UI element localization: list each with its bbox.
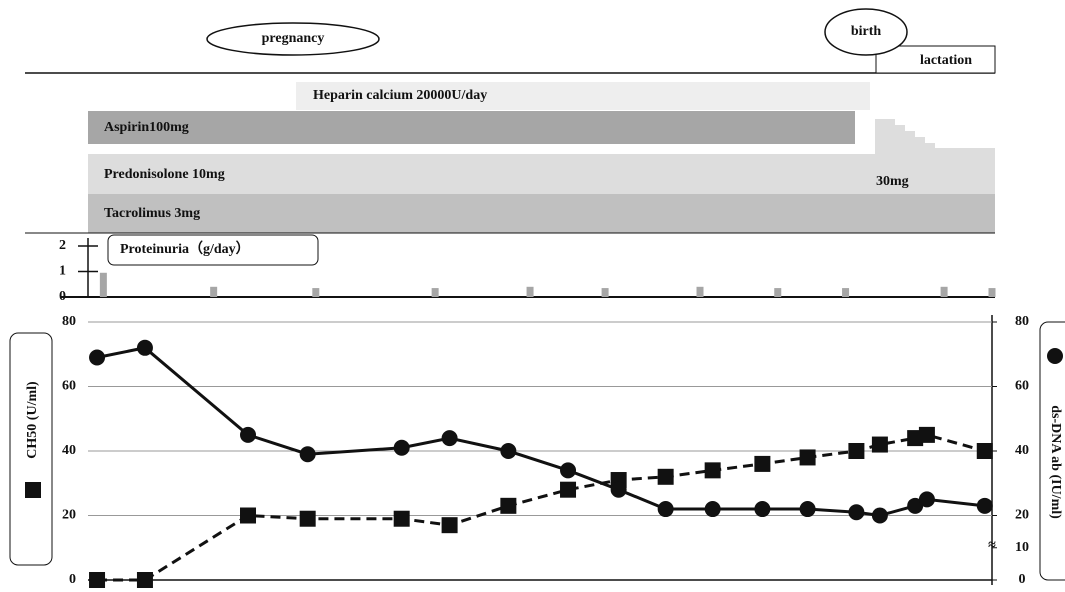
proteinuria-title: Proteinuria（g/day）	[120, 241, 250, 257]
marker	[393, 510, 410, 527]
marker	[704, 462, 721, 479]
y-tick-label: 80	[62, 314, 76, 329]
y-tick-label: 1	[59, 264, 66, 279]
bar	[940, 286, 948, 297]
y2-tick-label: 60	[1015, 379, 1029, 394]
drug-label: Tacrolimus 3mg	[104, 206, 200, 221]
aspirin-bar	[88, 111, 855, 144]
marker	[441, 430, 458, 447]
marker	[89, 572, 106, 588]
bar	[526, 286, 534, 297]
marker	[240, 507, 257, 524]
marker	[441, 517, 458, 534]
marker	[560, 462, 577, 479]
drug-label: Predonisolone 10mg	[104, 167, 225, 182]
lactation-box	[875, 45, 996, 74]
marker	[754, 455, 771, 472]
axis-break: ≈	[988, 538, 996, 553]
marker	[848, 504, 865, 521]
legend-marker	[1047, 348, 1063, 364]
marker	[871, 507, 888, 524]
y-tick-label: 2	[59, 238, 66, 253]
tacrolimus-bar	[88, 194, 995, 233]
legend-marker	[25, 482, 41, 498]
bar	[312, 288, 320, 297]
y-tick-label: 0	[69, 572, 76, 587]
marker	[136, 572, 153, 588]
legend-label: ds-DNA ab (IU/ml)	[1048, 405, 1063, 519]
marker	[799, 449, 816, 466]
dose-label: 30mg	[876, 174, 909, 189]
y2-tick-label: 80	[1015, 314, 1029, 329]
proteinuria-title-box	[107, 234, 319, 266]
legend-label: CH50 (U/ml)	[25, 381, 40, 459]
marker	[136, 339, 153, 356]
marker	[299, 510, 316, 527]
marker	[918, 426, 935, 443]
y2-tick-label: 20	[1015, 508, 1029, 523]
bar	[842, 288, 850, 297]
marker	[560, 481, 577, 498]
marker	[704, 501, 721, 518]
marker	[907, 497, 924, 514]
marker	[299, 446, 316, 463]
marker	[976, 443, 993, 459]
birth-ellipse	[824, 8, 908, 56]
marker	[240, 426, 257, 443]
bar	[774, 288, 782, 297]
bar	[210, 286, 218, 297]
y-tick-label: 40	[62, 443, 76, 458]
heparin-bar	[296, 82, 870, 110]
marker	[500, 497, 517, 514]
y-tick-label: 20	[62, 508, 76, 523]
legend-box	[1039, 321, 1065, 581]
drug-label: Aspirin100mg	[104, 120, 189, 135]
bar	[99, 272, 107, 297]
series-line	[96, 346, 985, 518]
legend-box	[9, 332, 53, 566]
marker	[393, 439, 410, 456]
lactation-label: lactation	[920, 53, 972, 68]
marker	[976, 497, 993, 514]
y2-tick-label: 0	[1019, 572, 1026, 587]
marker	[918, 491, 935, 508]
drug-label: Heparin calcium 20000U/day	[313, 88, 487, 103]
marker	[799, 501, 816, 518]
y-tick-label: 0	[59, 289, 66, 304]
marker	[657, 468, 674, 485]
marker	[610, 481, 627, 498]
bar	[601, 288, 609, 297]
marker	[89, 349, 106, 366]
marker	[871, 436, 888, 453]
bar	[431, 288, 439, 297]
marker	[754, 501, 771, 518]
bar	[696, 286, 704, 297]
predonisolone-bar	[88, 119, 995, 194]
marker	[848, 443, 865, 459]
y-tick-label: 60	[62, 379, 76, 394]
marker	[657, 501, 674, 518]
y2-tick-label: 40	[1015, 443, 1029, 458]
pregnancy-ellipse	[206, 22, 380, 56]
bar	[988, 288, 996, 297]
birth-label: birth	[851, 24, 882, 39]
pregnancy-label: pregnancy	[262, 31, 325, 46]
marker	[500, 443, 517, 459]
y2-tick-label: 10	[1015, 540, 1029, 555]
